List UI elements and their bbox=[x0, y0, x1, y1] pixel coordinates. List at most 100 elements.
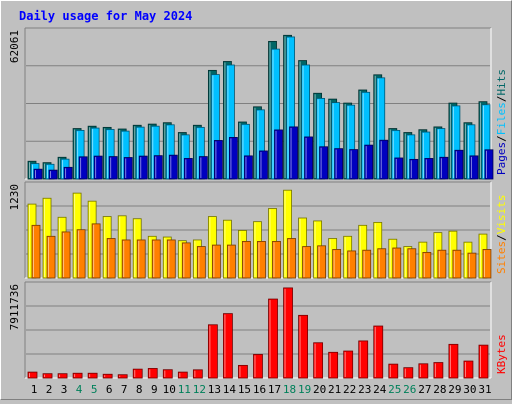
x-tick-label-day-8: 8 bbox=[136, 383, 143, 396]
bar-sites-day-9 bbox=[151, 239, 161, 279]
bar-sites-day-11 bbox=[181, 242, 191, 279]
x-tick-label-day-2: 2 bbox=[46, 383, 53, 396]
legend-visits: Visits bbox=[495, 195, 508, 235]
bar-pages-day-16 bbox=[259, 150, 268, 180]
x-tick-label-day-20: 20 bbox=[313, 383, 326, 396]
bar-sites-day-4 bbox=[76, 229, 86, 279]
x-tick-label-day-3: 3 bbox=[61, 383, 68, 396]
bar-kbytes-day-27 bbox=[418, 363, 429, 379]
bar-pages-day-5 bbox=[93, 155, 103, 180]
bar-pages-day-10 bbox=[168, 154, 178, 180]
bar-pages-day-15 bbox=[244, 155, 253, 180]
bar-pages-day-8 bbox=[138, 155, 148, 180]
bar-pages-day-21 bbox=[334, 148, 344, 180]
x-tick-label-day-6: 6 bbox=[106, 383, 113, 396]
bar-kbytes-day-19 bbox=[298, 314, 308, 379]
bar-kbytes-day-12 bbox=[192, 369, 203, 379]
x-tick-label-day-12: 12 bbox=[193, 383, 206, 396]
y-max-label-visits-sites: 1230 bbox=[8, 184, 21, 211]
bar-pages-day-29 bbox=[454, 149, 464, 180]
bar-pages-day-6 bbox=[108, 156, 118, 180]
bar-sites-day-20 bbox=[317, 245, 327, 279]
bar-sites-day-22 bbox=[347, 250, 357, 279]
x-tick-label-day-16: 16 bbox=[253, 383, 266, 396]
bar-pages-day-9 bbox=[153, 155, 163, 180]
bar-kbytes-day-6 bbox=[102, 373, 113, 379]
bar-kbytes-day-5 bbox=[87, 372, 98, 379]
bar-kbytes-day-14 bbox=[223, 313, 233, 379]
bar-kbytes-day-9 bbox=[147, 368, 158, 379]
bar-pages-day-2 bbox=[48, 169, 58, 180]
bar-kbytes-day-28 bbox=[433, 362, 444, 379]
bar-pages-day-13 bbox=[213, 140, 223, 180]
bar-pages-day-4 bbox=[78, 156, 88, 180]
bar-pages-day-17 bbox=[274, 129, 283, 180]
bar-kbytes-day-25 bbox=[388, 363, 399, 379]
x-tick-label-day-29: 29 bbox=[448, 383, 461, 396]
x-tick-label-day-4: 4 bbox=[76, 383, 83, 396]
bar-sites-day-26 bbox=[407, 248, 417, 279]
bar-pages-day-25 bbox=[394, 157, 404, 180]
bar-sites-day-6 bbox=[106, 238, 116, 279]
bar-kbytes-day-24 bbox=[373, 325, 384, 379]
x-tick-label-day-17: 17 bbox=[268, 383, 281, 396]
bar-kbytes-day-1 bbox=[27, 371, 38, 379]
bar-sites-day-7 bbox=[121, 239, 131, 279]
legend-kbytes: KBytes bbox=[495, 334, 508, 374]
x-tick-label-day-24: 24 bbox=[373, 383, 387, 396]
bar-kbytes-day-13 bbox=[207, 324, 218, 379]
bar-sites-day-30 bbox=[467, 252, 477, 279]
bar-kbytes-day-22 bbox=[343, 350, 354, 379]
x-tick-label-day-10: 10 bbox=[163, 383, 176, 396]
x-tick-label-day-18: 18 bbox=[283, 383, 296, 396]
y-max-label-kbytes: 7911736 bbox=[8, 284, 21, 330]
bar-kbytes-day-8 bbox=[132, 368, 143, 379]
bar-pages-day-14 bbox=[229, 137, 238, 180]
x-tick-label-day-22: 22 bbox=[343, 383, 356, 396]
x-tick-label-day-11: 11 bbox=[178, 383, 191, 396]
chart-title: Daily usage for May 2024 bbox=[19, 9, 192, 23]
bar-pages-day-31 bbox=[484, 149, 494, 180]
bar-kbytes-day-7 bbox=[117, 374, 128, 379]
bar-sites-day-16 bbox=[257, 241, 266, 279]
bar-pages-day-19 bbox=[304, 136, 313, 180]
legend-separator: / bbox=[495, 96, 508, 103]
x-tick-label-day-28: 28 bbox=[433, 383, 446, 396]
bar-sites-day-29 bbox=[452, 249, 462, 279]
bar-kbytes-day-17 bbox=[268, 298, 278, 379]
legend-separator: / bbox=[495, 234, 508, 241]
x-tick-label-day-30: 30 bbox=[463, 383, 476, 396]
legend-hits: Hits bbox=[495, 69, 508, 96]
bar-sites-day-31 bbox=[482, 249, 492, 279]
bar-pages-day-30 bbox=[469, 155, 479, 180]
bar-pages-day-11 bbox=[183, 158, 193, 180]
x-tick-label-day-1: 1 bbox=[31, 383, 38, 396]
bar-sites-day-1 bbox=[31, 224, 41, 279]
bar-kbytes-day-29 bbox=[448, 343, 459, 379]
bar-sites-day-2 bbox=[46, 235, 56, 279]
legend-sites: Sites bbox=[495, 241, 508, 274]
bar-kbytes-day-20 bbox=[313, 342, 324, 379]
x-tick-label-day-14: 14 bbox=[223, 383, 237, 396]
bar-sites-day-5 bbox=[91, 223, 101, 279]
bar-sites-day-13 bbox=[211, 244, 221, 279]
bar-pages-day-28 bbox=[439, 156, 449, 180]
x-tick-label-day-27: 27 bbox=[418, 383, 431, 396]
x-tick-label-day-15: 15 bbox=[238, 383, 251, 396]
bar-sites-day-3 bbox=[61, 231, 71, 279]
x-tick-label-day-26: 26 bbox=[403, 383, 416, 396]
bar-kbytes-day-31 bbox=[478, 344, 489, 379]
bar-kbytes-day-18 bbox=[283, 287, 293, 379]
bar-sites-day-19 bbox=[302, 246, 311, 279]
bar-pages-day-24 bbox=[379, 139, 389, 180]
x-tick-label-day-23: 23 bbox=[358, 383, 371, 396]
bar-kbytes-day-3 bbox=[57, 373, 68, 379]
legend-visits-sites: Sites/Visits bbox=[495, 195, 508, 275]
bar-kbytes-day-21 bbox=[328, 351, 339, 379]
legend-kbytes: KBytes bbox=[495, 334, 508, 374]
bar-kbytes-day-23 bbox=[358, 340, 369, 379]
bar-sites-day-28 bbox=[437, 249, 447, 279]
bar-sites-day-8 bbox=[136, 239, 146, 279]
x-tick-label-day-7: 7 bbox=[121, 383, 128, 396]
